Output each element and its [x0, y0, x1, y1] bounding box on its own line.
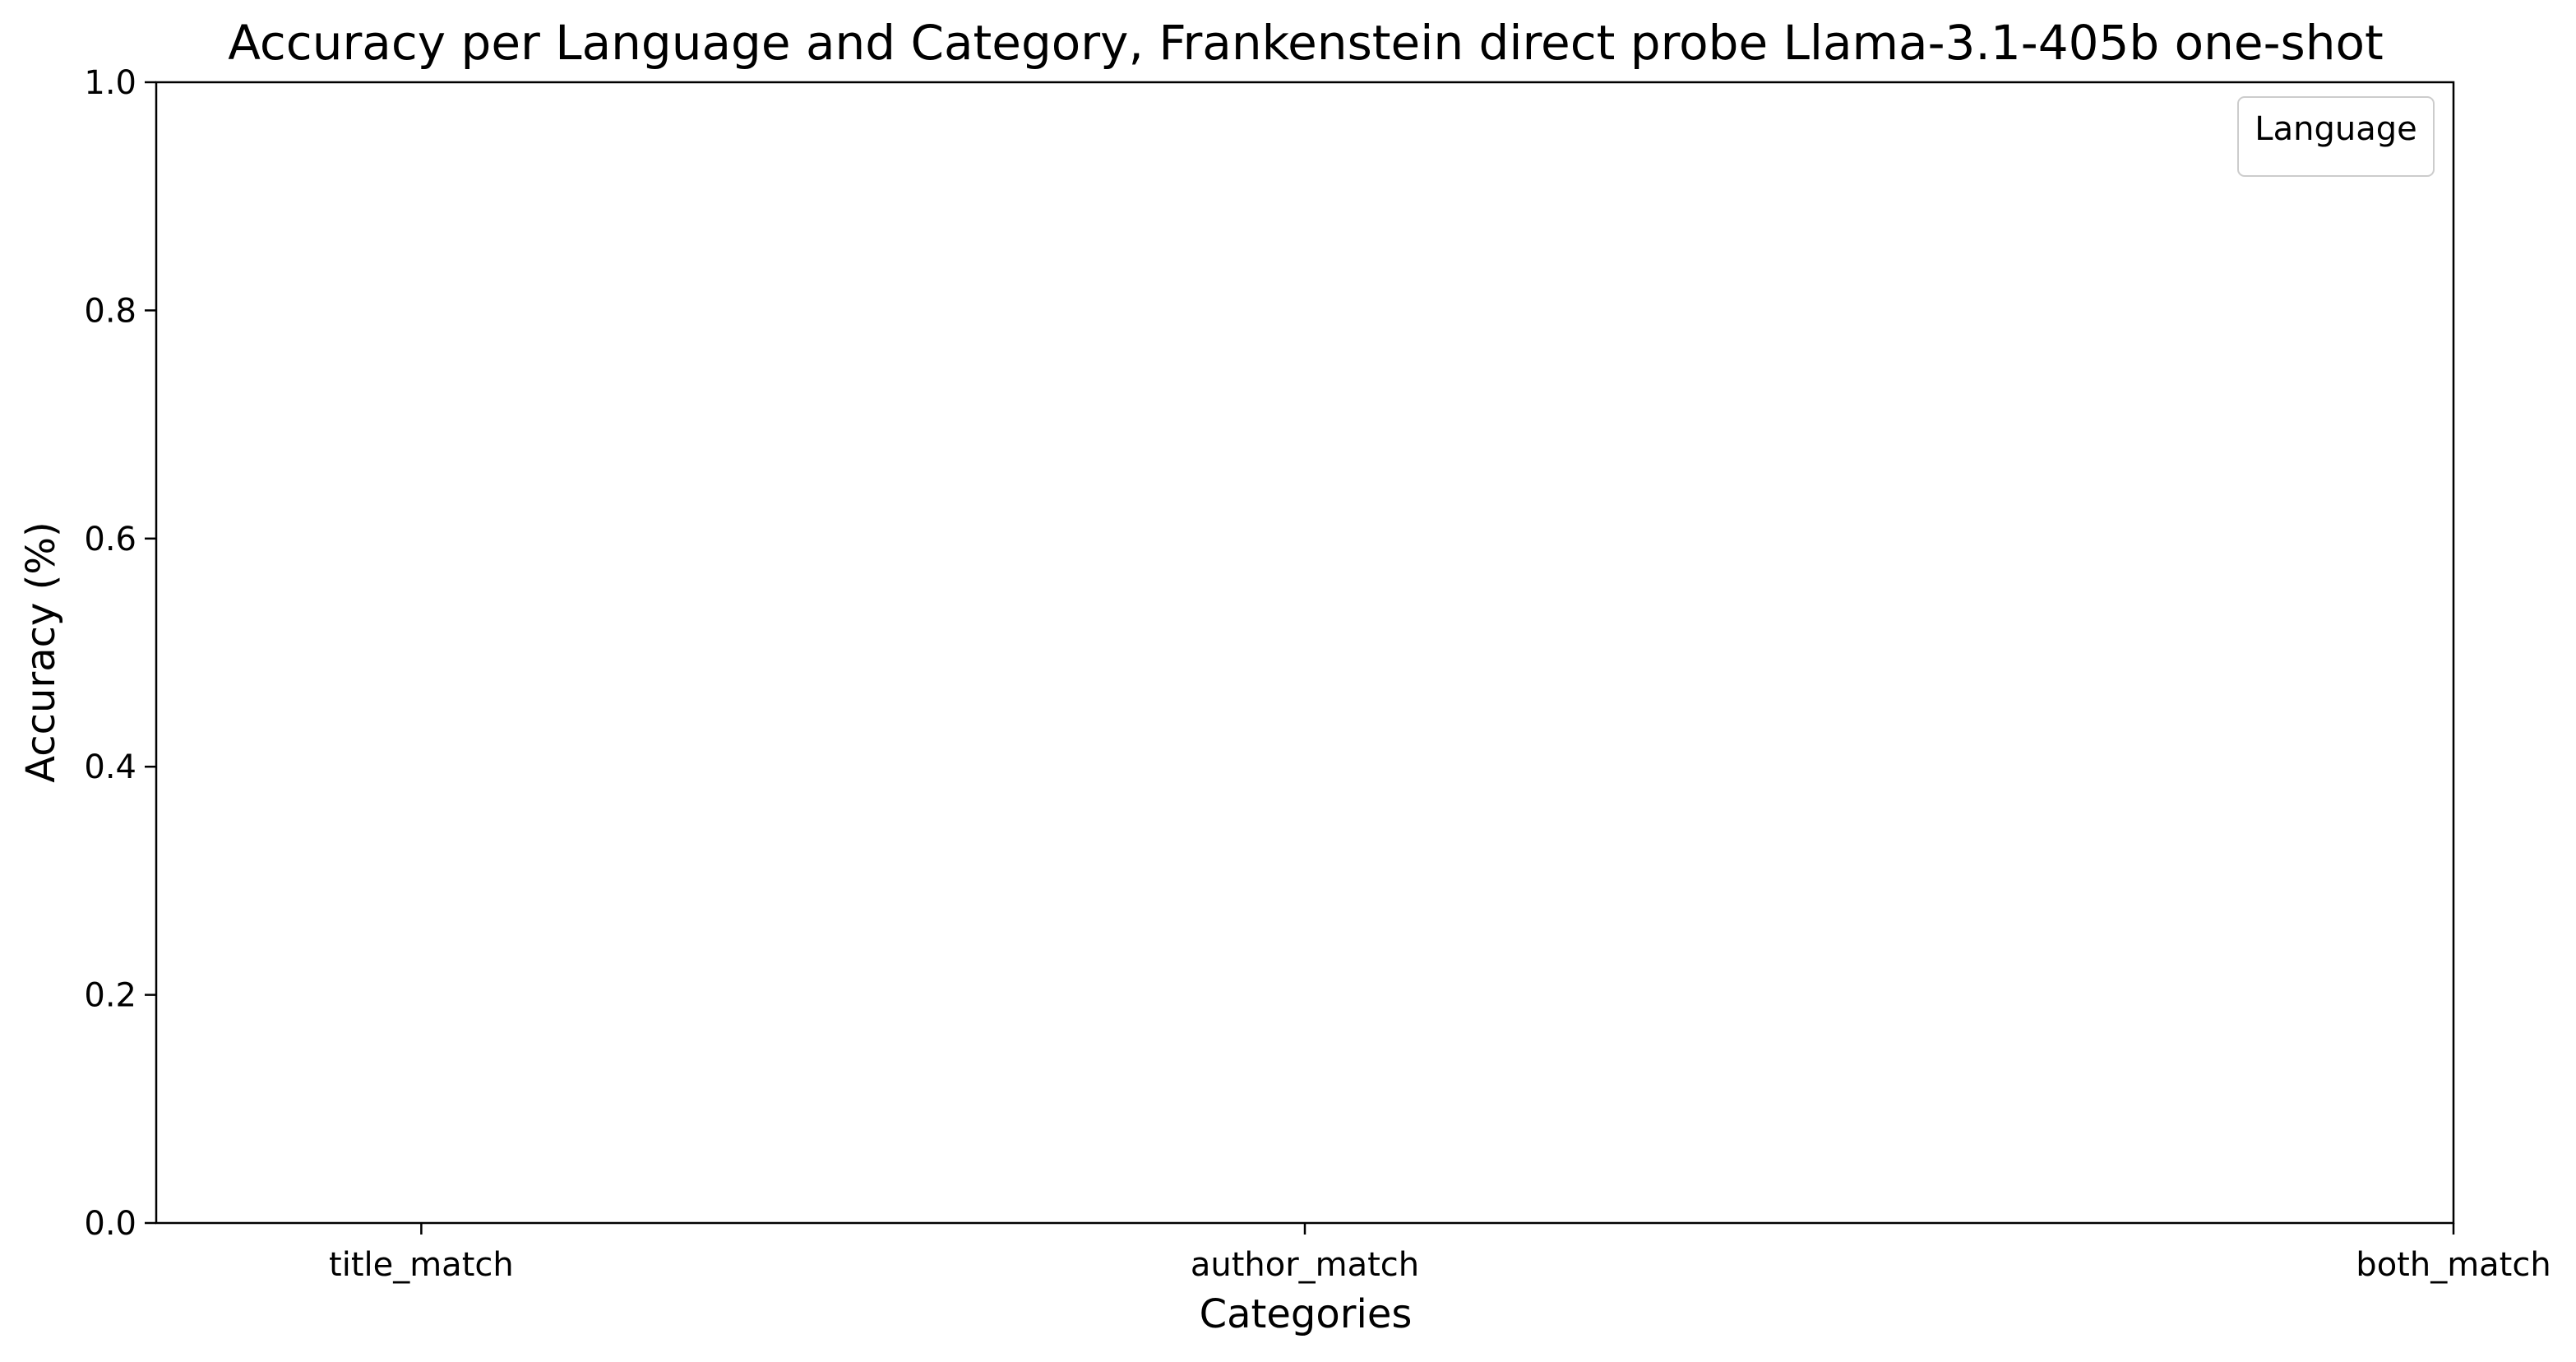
x-axis-label: Categories — [1200, 1291, 1413, 1337]
y-axis: 0.0 0.2 0.4 0.6 0.8 1.0 — [84, 64, 156, 1243]
y-tick-label: 0.4 — [84, 748, 136, 786]
y-axis-label: Accuracy (%) — [18, 521, 64, 782]
y-tick-label: 0.2 — [84, 977, 136, 1015]
legend-title: Language — [2255, 110, 2416, 148]
legend-box — [2237, 96, 2435, 177]
y-tick-label: 0.8 — [84, 292, 136, 330]
x-tick-label: author_match — [1191, 1246, 1419, 1284]
chart-title: Accuracy per Language and Category, Fran… — [228, 15, 2383, 71]
x-tick-label: title_match — [329, 1246, 514, 1284]
x-axis: title_match author_match both_match — [329, 1223, 2551, 1284]
y-tick-label: 0.6 — [84, 521, 136, 558]
y-tick-label: 1.0 — [84, 64, 136, 102]
y-tick-label: 0.0 — [84, 1205, 136, 1243]
legend: Language — [2237, 96, 2435, 177]
x-tick-label: both_match — [2356, 1246, 2551, 1284]
